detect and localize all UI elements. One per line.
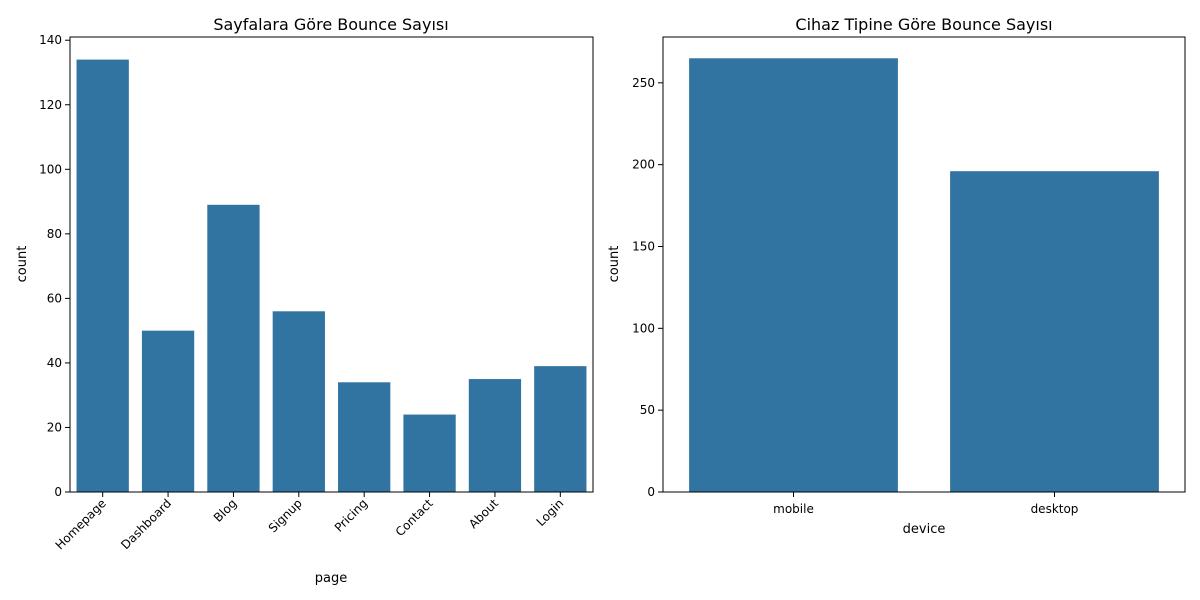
y-tick-label: 140 xyxy=(39,33,62,47)
y-tick-label: 0 xyxy=(54,485,62,499)
y-axis-label: count xyxy=(15,246,30,283)
y-tick-label: 150 xyxy=(632,239,655,253)
chart-bounce-by-device: Cihaz Tipine Göre Bounce Sayısı 0 50 100 15… xyxy=(607,15,1186,537)
x-tick-label: mobile xyxy=(773,502,814,516)
y-ticks: 0 50 100 150 200 250 xyxy=(632,76,663,499)
y-tick-label: 80 xyxy=(47,227,62,241)
bar-login xyxy=(534,366,587,492)
y-tick-label: 50 xyxy=(640,403,655,417)
bar-homepage xyxy=(76,59,129,492)
bar-signup xyxy=(272,311,325,492)
y-tick-label: 200 xyxy=(632,158,655,172)
x-tick-label: Pricing xyxy=(332,496,371,535)
chart-bounce-by-page: Sayfalara Göre Bounce Sayısı 0 20 40 60 80 10… xyxy=(15,15,594,586)
bar-dashboard xyxy=(141,330,195,492)
x-tick-label: Blog xyxy=(211,496,240,525)
x-tick-label: Homepage xyxy=(53,496,109,552)
bar-desktop xyxy=(950,171,1159,493)
bars xyxy=(76,59,587,492)
y-tick-label: 120 xyxy=(39,98,62,112)
x-axis-label: page xyxy=(315,571,347,586)
x-axis-label: device xyxy=(903,522,946,537)
y-tick-label: 250 xyxy=(632,76,655,90)
axis-frame xyxy=(69,36,594,493)
x-tick-label: About xyxy=(466,496,501,531)
bar-contact xyxy=(403,414,456,492)
x-tick-label: Login xyxy=(534,496,567,529)
y-tick-label: 100 xyxy=(632,321,655,335)
bar-about xyxy=(468,379,522,492)
axis-frame xyxy=(662,36,1186,493)
bar-blog xyxy=(207,204,260,492)
x-tick-label: Contact xyxy=(393,496,436,539)
chart-title: Cihaz Tipine Göre Bounce Sayısı xyxy=(795,15,1052,34)
bar-pricing xyxy=(338,382,391,492)
y-tick-label: 100 xyxy=(39,162,62,176)
chart-title: Sayfalara Göre Bounce Sayısı xyxy=(213,15,448,34)
y-tick-label: 40 xyxy=(47,356,62,370)
x-tick-label: Signup xyxy=(266,496,305,535)
y-tick-label: 60 xyxy=(47,291,62,305)
y-axis-label: count xyxy=(607,246,622,283)
y-tick-label: 0 xyxy=(647,485,655,499)
bars xyxy=(689,58,1159,493)
x-ticks: mobile desktop xyxy=(773,492,1078,516)
x-tick-label: Dashboard xyxy=(118,496,174,552)
y-tick-label: 20 xyxy=(47,420,62,434)
x-ticks: Homepage Dashboard Blog Signup Pricing Contac… xyxy=(53,492,567,552)
y-ticks: 0 20 40 60 80 100 120 140 xyxy=(39,33,70,499)
x-tick-label: desktop xyxy=(1031,502,1079,516)
bar-mobile xyxy=(689,58,898,492)
